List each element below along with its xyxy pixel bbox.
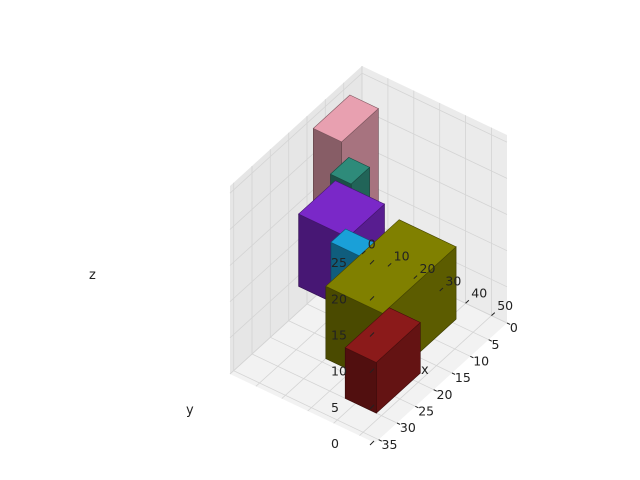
z-tick	[369, 368, 375, 374]
x-tick	[491, 312, 496, 316]
y-tick-label: 30	[400, 420, 416, 435]
voxel-object	[344, 307, 421, 414]
z-tick	[369, 404, 375, 410]
y-tick	[451, 372, 456, 375]
y-tick-label: 35	[382, 437, 398, 452]
grid-line-z	[229, 72, 508, 194]
y-tick	[415, 405, 419, 409]
y-tick-label: 15	[455, 370, 471, 385]
z-tick-label: 10	[331, 364, 347, 379]
y-tick-label: 25	[418, 404, 434, 419]
z-tick	[369, 259, 375, 265]
x-tick-label: 10	[394, 249, 410, 264]
y-tick	[396, 422, 401, 425]
z-tick-label: 15	[331, 328, 347, 343]
y-tick	[433, 389, 437, 392]
voxel-face-top	[329, 157, 371, 185]
z-tick-label: 20	[331, 291, 347, 306]
x-tick-label: 20	[420, 261, 436, 276]
z-tick-label: 25	[331, 255, 347, 270]
x-tick	[465, 299, 470, 304]
voxel-face-top	[344, 307, 421, 363]
y-tick-label: 10	[473, 354, 489, 369]
x-tick	[413, 275, 418, 280]
voxel-objects	[298, 94, 457, 414]
z-tick	[369, 440, 375, 446]
x-tick-label: 0	[368, 236, 376, 251]
y-tick-label: 5	[492, 337, 500, 352]
y-tick-label: 0	[510, 320, 518, 335]
x-tick	[361, 250, 366, 255]
y-tick	[378, 439, 382, 442]
voxel-face-top	[312, 94, 379, 143]
x-tick-label: 30	[445, 273, 461, 288]
y-tick	[506, 322, 511, 325]
z-axis-label: z	[89, 268, 96, 283]
x-axis-label: x	[421, 363, 429, 378]
z-tick	[369, 332, 375, 337]
z-tick-label: 5	[331, 400, 339, 415]
x-tick-label: 40	[471, 286, 487, 301]
y-axis-label: y	[186, 403, 194, 418]
x-tick-label: 50	[497, 298, 513, 313]
y-tick	[488, 339, 492, 342]
x-tick	[439, 287, 444, 292]
z-tick-label: 0	[331, 436, 339, 451]
x-tick	[387, 262, 392, 267]
y-tick	[470, 355, 474, 359]
y-tick-label: 20	[437, 387, 453, 402]
z-tick	[369, 296, 375, 301]
